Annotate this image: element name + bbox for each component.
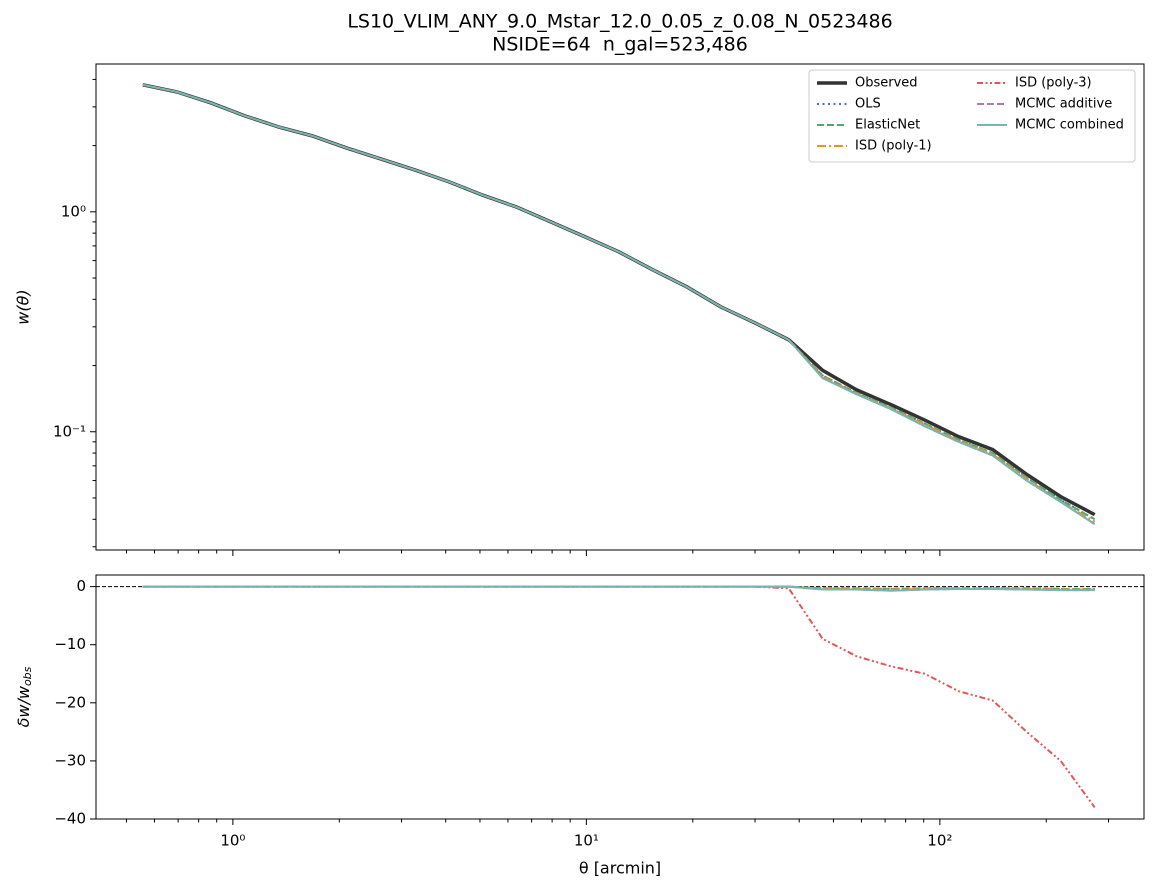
x-tick-label: 10⁰ xyxy=(220,832,245,850)
chart-title: LS10_VLIM_ANY_9.0_Mstar_12.0_0.05_z_0.08… xyxy=(347,11,892,33)
y-tick-label: −10 xyxy=(54,635,86,653)
y-tick-label: −20 xyxy=(54,693,86,711)
legend-label: MCMC additive xyxy=(1015,97,1112,112)
plot-area xyxy=(96,585,1144,808)
axes-frame xyxy=(95,574,1145,820)
legend-label: OLS xyxy=(855,97,881,112)
legend-box xyxy=(808,69,1136,163)
y-axis-label: w(θ) xyxy=(14,289,33,324)
legend-label: ISD (poly-3) xyxy=(1015,76,1092,91)
x-tick-label: 10¹ xyxy=(574,832,599,850)
panel: 10⁰ 10¹ 10² −40 −30 −20 −10 0 δw/wobs θ [arcmin] xyxy=(14,574,1145,878)
series-line xyxy=(142,585,1096,808)
y-tick-label: 10⁻¹ xyxy=(53,422,86,440)
series-line xyxy=(142,83,1096,526)
panel: 10⁻¹ 10⁰ w(θ) LS10_VLIM_ANY_9.0_Mstar_12.0_… xyxy=(14,11,1145,556)
y-tick-label: 10⁰ xyxy=(61,202,86,220)
x-axis-label: θ [arcmin] xyxy=(579,859,661,878)
legend-label: ISD (poly-1) xyxy=(855,139,932,154)
axes-frame xyxy=(95,63,1145,551)
y-tick-label: 0 xyxy=(76,577,86,595)
y-tick-label: −40 xyxy=(54,810,86,828)
legend-label: ElasticNet xyxy=(855,118,920,133)
chart-title: NSIDE=64 n_gal=523,486 xyxy=(492,34,748,56)
legend-label: Observed xyxy=(855,76,918,91)
y-axis-label: δw/wobs xyxy=(14,666,35,727)
legend-label: MCMC combined xyxy=(1015,118,1124,133)
plot-area xyxy=(142,83,1096,526)
x-tick-label: 10² xyxy=(927,832,952,850)
series-line xyxy=(142,585,1095,592)
y-tick-label: −30 xyxy=(54,751,86,769)
